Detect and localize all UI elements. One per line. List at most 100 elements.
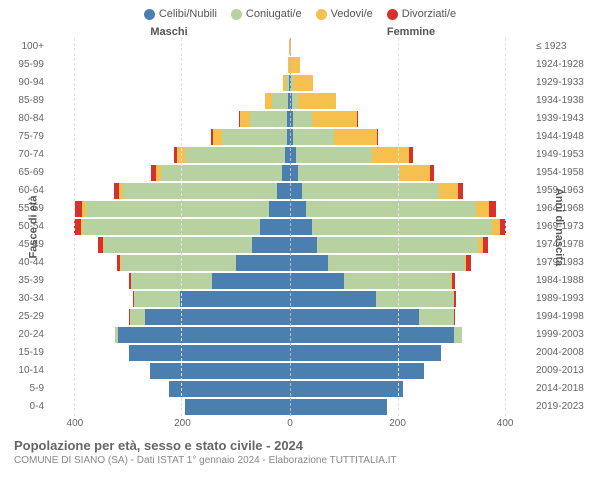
bar-segment-co <box>250 111 288 127</box>
bar-segment-d <box>466 255 470 271</box>
bar-segment-c <box>236 255 290 271</box>
bar-segment-c <box>180 291 290 307</box>
legend-label: Divorziati/e <box>402 8 456 20</box>
age-label: 15-19 <box>4 344 48 362</box>
bar-segment-c <box>277 183 290 199</box>
legend-swatch <box>316 9 327 20</box>
bar-segment-v <box>213 129 223 145</box>
bar-segment-c <box>290 327 454 343</box>
bar-row <box>48 308 290 326</box>
bar-row <box>48 398 290 416</box>
bar-segment-c <box>290 165 298 181</box>
header-male: Maschi <box>48 26 290 38</box>
x-tick: 200 <box>389 418 406 429</box>
bar-segment-co <box>185 147 284 163</box>
bar-row <box>290 38 532 56</box>
plot-area <box>48 38 532 416</box>
bar-row <box>290 398 532 416</box>
bar-segment-c <box>290 255 328 271</box>
bar-row <box>48 254 290 272</box>
female-half <box>290 38 532 416</box>
male-half <box>48 38 290 416</box>
bar-row <box>290 200 532 218</box>
age-label: 85-89 <box>4 92 48 110</box>
gridline <box>505 38 506 416</box>
bar-segment-d <box>454 309 455 325</box>
bar-segment-co <box>130 309 145 325</box>
bar-row <box>290 308 532 326</box>
bar-row <box>48 164 290 182</box>
bar-row <box>48 110 290 128</box>
bar-segment-co <box>293 111 312 127</box>
bar-row <box>290 56 532 74</box>
bar-segment-co <box>86 201 269 217</box>
bar-segment-v <box>312 111 358 127</box>
bar-segment-d <box>489 201 497 217</box>
bar-segment-c <box>290 291 376 307</box>
age-label: 70-74 <box>4 146 48 164</box>
header-female: Femmine <box>290 26 532 38</box>
bar-segment-c <box>169 381 290 397</box>
bar-segment-d <box>75 201 83 217</box>
bar-segment-c <box>145 309 290 325</box>
age-label: 5-9 <box>4 380 48 398</box>
bar-segment-d <box>409 147 412 163</box>
bar-segment-c <box>185 399 290 415</box>
age-label: 45-49 <box>4 236 48 254</box>
centerline <box>290 38 291 416</box>
legend-label: Coniugati/e <box>246 8 302 20</box>
birth-year-label: 1929-1933 <box>532 74 596 92</box>
x-axis: 0200400 200400 <box>4 418 596 432</box>
birth-year-label: 2019-2023 <box>532 398 596 416</box>
bar-segment-co <box>121 255 237 271</box>
bar-row <box>48 272 290 290</box>
legend: Celibi/NubiliConiugati/eVedovi/eDivorzia… <box>4 8 596 20</box>
bar-segment-c <box>290 363 424 379</box>
chart-title: Popolazione per età, sesso e stato civil… <box>14 438 596 453</box>
bar-row <box>290 74 532 92</box>
bar-segment-c <box>129 345 290 361</box>
bar-row <box>48 290 290 308</box>
gridline <box>74 38 75 416</box>
birth-year-label: 1934-1938 <box>532 92 596 110</box>
legend-swatch <box>387 9 398 20</box>
bar-segment-v <box>400 165 430 181</box>
birth-year-label: 1984-1988 <box>532 272 596 290</box>
age-label: 60-64 <box>4 182 48 200</box>
bar-row <box>48 326 290 344</box>
header-labels: Maschi Femmine <box>4 26 596 38</box>
age-label: 95-99 <box>4 56 48 74</box>
birth-year-label: 2004-2008 <box>532 344 596 362</box>
bar-segment-co <box>302 183 439 199</box>
x-tick: 400 <box>497 418 514 429</box>
bar-segment-v <box>240 111 250 127</box>
bar-row <box>48 380 290 398</box>
age-label: 35-39 <box>4 272 48 290</box>
bar-segment-c <box>118 327 290 343</box>
bar-row <box>290 290 532 308</box>
bar-segment-d <box>377 129 379 145</box>
bar-segment-d <box>430 165 434 181</box>
gridline <box>181 38 182 416</box>
bar-segment-d <box>454 291 456 307</box>
bar-segment-co <box>222 129 287 145</box>
bar-segment-c <box>290 201 306 217</box>
bar-segment-c <box>260 219 290 235</box>
age-label: 55-59 <box>4 200 48 218</box>
legend-item: Divorziati/e <box>387 8 456 20</box>
bar-row <box>290 110 532 128</box>
bar-row <box>290 92 532 110</box>
birth-year-label: 1989-1993 <box>532 290 596 308</box>
bar-row <box>290 128 532 146</box>
bar-segment-v <box>334 129 377 145</box>
birth-year-label: 1999-2003 <box>532 326 596 344</box>
bar-row <box>290 272 532 290</box>
bar-row <box>48 74 290 92</box>
bar-segment-c <box>290 237 317 253</box>
population-pyramid-chart: Celibi/NubiliConiugati/eVedovi/eDivorzia… <box>0 0 600 500</box>
bar-segment-c <box>290 399 387 415</box>
bar-row <box>48 128 290 146</box>
bar-row <box>290 344 532 362</box>
birth-year-label: 1994-1998 <box>532 308 596 326</box>
bar-segment-c <box>290 219 312 235</box>
